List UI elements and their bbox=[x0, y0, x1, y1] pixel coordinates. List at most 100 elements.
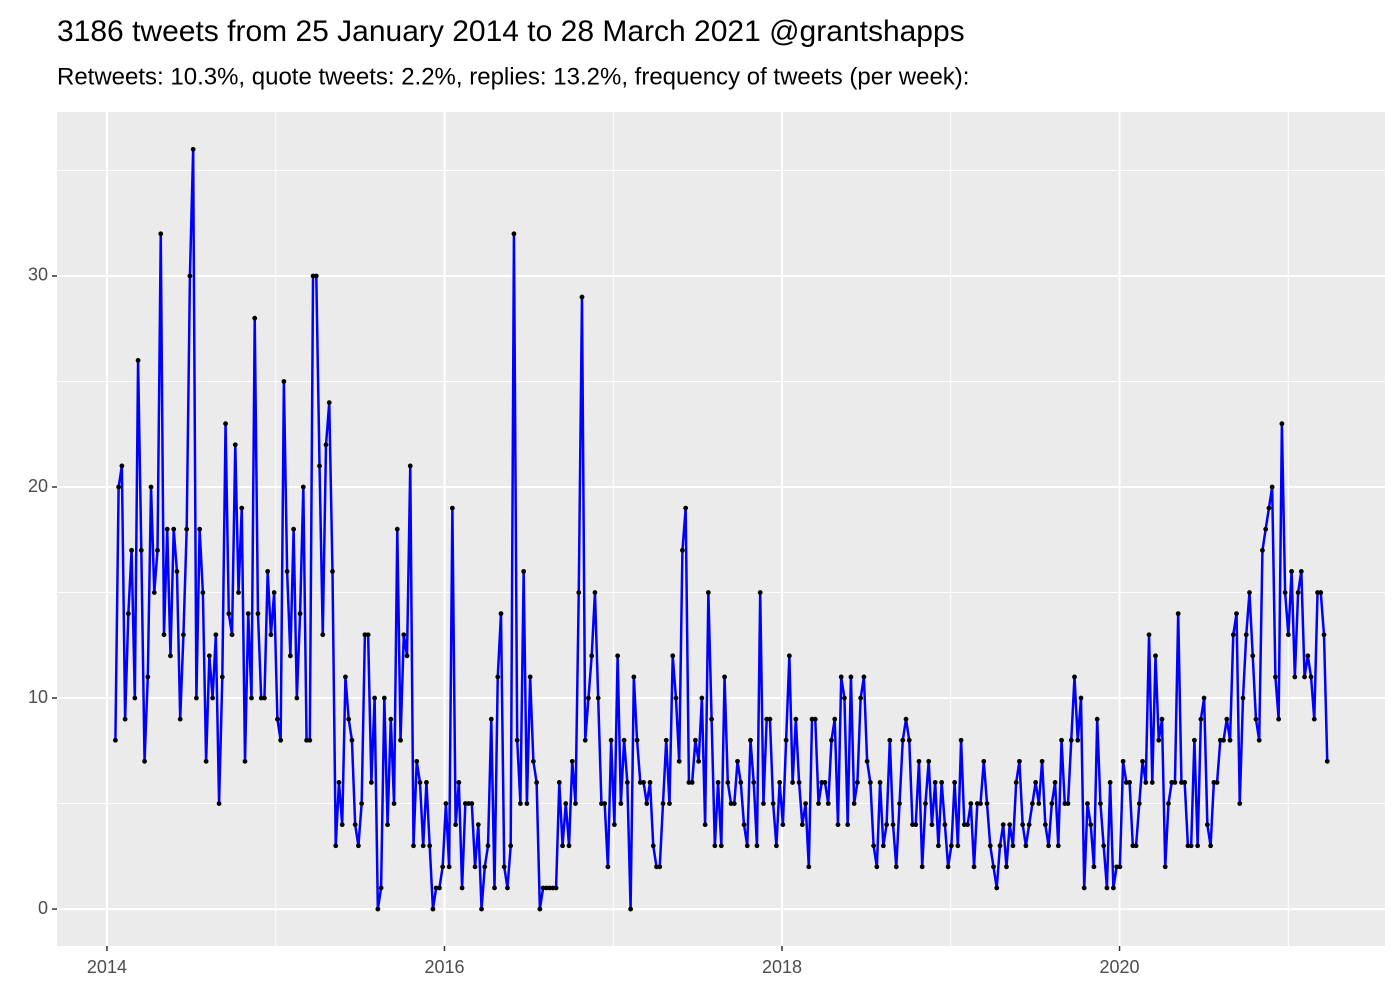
data-point bbox=[735, 758, 740, 764]
data-point bbox=[495, 674, 501, 680]
data-point bbox=[430, 906, 436, 912]
data-point bbox=[1104, 885, 1110, 891]
data-point bbox=[505, 885, 510, 891]
y-tick-label: 20 bbox=[28, 476, 48, 496]
data-point bbox=[1120, 758, 1126, 764]
data-point bbox=[1088, 822, 1094, 828]
data-point bbox=[148, 484, 154, 490]
data-point bbox=[994, 885, 1000, 891]
data-point bbox=[1010, 843, 1016, 849]
data-point bbox=[1026, 822, 1032, 828]
data-point bbox=[469, 801, 475, 806]
data-point bbox=[330, 569, 335, 574]
data-point bbox=[965, 822, 970, 828]
data-point bbox=[835, 822, 841, 828]
data-point bbox=[887, 737, 893, 743]
data-point bbox=[1191, 737, 1197, 743]
x-tick-label: 2020 bbox=[1100, 957, 1140, 977]
data-point bbox=[255, 611, 261, 617]
data-point bbox=[1172, 780, 1178, 785]
data-point bbox=[864, 758, 870, 764]
data-point bbox=[683, 505, 689, 511]
data-point bbox=[978, 801, 983, 806]
data-point bbox=[1039, 758, 1045, 764]
data-point bbox=[560, 843, 565, 849]
data-point bbox=[456, 780, 462, 785]
data-point bbox=[1282, 590, 1288, 595]
chart-subtitle: Retweets: 10.3%, quote tweets: 2.2%, rep… bbox=[57, 63, 969, 90]
data-point bbox=[320, 632, 326, 638]
data-point bbox=[884, 822, 889, 828]
data-point bbox=[1049, 801, 1055, 806]
data-point bbox=[352, 822, 358, 828]
data-point bbox=[1081, 885, 1087, 891]
data-point bbox=[339, 822, 345, 828]
data-point bbox=[443, 801, 449, 806]
data-point bbox=[297, 611, 303, 617]
data-point bbox=[900, 737, 906, 743]
data-point bbox=[1023, 843, 1029, 849]
data-point bbox=[696, 758, 702, 764]
data-point bbox=[631, 674, 637, 680]
data-point bbox=[174, 569, 180, 574]
data-point bbox=[488, 716, 494, 722]
data-point bbox=[343, 674, 348, 680]
data-point bbox=[404, 653, 410, 659]
data-point bbox=[232, 442, 238, 448]
data-point bbox=[372, 695, 378, 701]
data-point bbox=[1285, 632, 1291, 638]
data-point bbox=[1085, 801, 1090, 806]
data-point bbox=[589, 653, 595, 659]
data-point bbox=[411, 843, 416, 849]
data-point bbox=[336, 780, 342, 785]
data-point bbox=[119, 463, 125, 469]
data-point bbox=[245, 611, 251, 617]
data-point bbox=[1208, 843, 1213, 849]
data-point bbox=[1078, 695, 1084, 701]
data-point bbox=[1273, 674, 1278, 680]
data-point bbox=[799, 822, 805, 828]
data-point bbox=[129, 547, 134, 553]
data-point bbox=[1000, 822, 1006, 828]
data-point bbox=[556, 780, 562, 785]
data-point bbox=[388, 716, 394, 722]
data-point bbox=[112, 737, 118, 743]
data-point bbox=[660, 801, 666, 806]
data-point bbox=[923, 801, 928, 806]
data-point bbox=[576, 590, 582, 595]
data-point bbox=[867, 780, 873, 785]
data-point bbox=[680, 547, 685, 553]
data-point bbox=[446, 864, 452, 870]
data-point bbox=[722, 674, 727, 680]
data-point bbox=[942, 822, 948, 828]
data-point bbox=[705, 590, 711, 595]
data-point bbox=[569, 758, 575, 764]
data-point bbox=[709, 716, 714, 722]
data-point bbox=[1004, 864, 1009, 870]
data-point bbox=[984, 801, 990, 806]
data-point bbox=[676, 758, 682, 764]
chart-title: 3186 tweets from 25 January 2014 to 28 M… bbox=[57, 15, 965, 48]
data-point bbox=[1295, 590, 1301, 595]
data-point bbox=[1162, 864, 1168, 870]
data-point bbox=[1276, 716, 1282, 722]
data-point bbox=[1149, 780, 1155, 785]
data-point bbox=[790, 780, 796, 785]
data-point bbox=[1292, 674, 1298, 680]
data-point bbox=[1227, 737, 1233, 743]
data-point bbox=[216, 801, 222, 806]
data-point bbox=[582, 737, 588, 743]
data-point bbox=[553, 885, 559, 891]
data-point bbox=[271, 590, 277, 595]
data-point bbox=[125, 611, 131, 617]
data-point bbox=[1065, 801, 1071, 806]
data-point bbox=[842, 695, 847, 701]
data-point bbox=[236, 590, 241, 595]
data-point bbox=[294, 695, 300, 701]
data-point bbox=[573, 801, 578, 806]
data-point bbox=[424, 780, 429, 785]
data-point bbox=[1159, 716, 1165, 722]
data-point bbox=[492, 885, 497, 891]
data-point bbox=[242, 758, 248, 764]
data-point bbox=[1033, 780, 1039, 785]
